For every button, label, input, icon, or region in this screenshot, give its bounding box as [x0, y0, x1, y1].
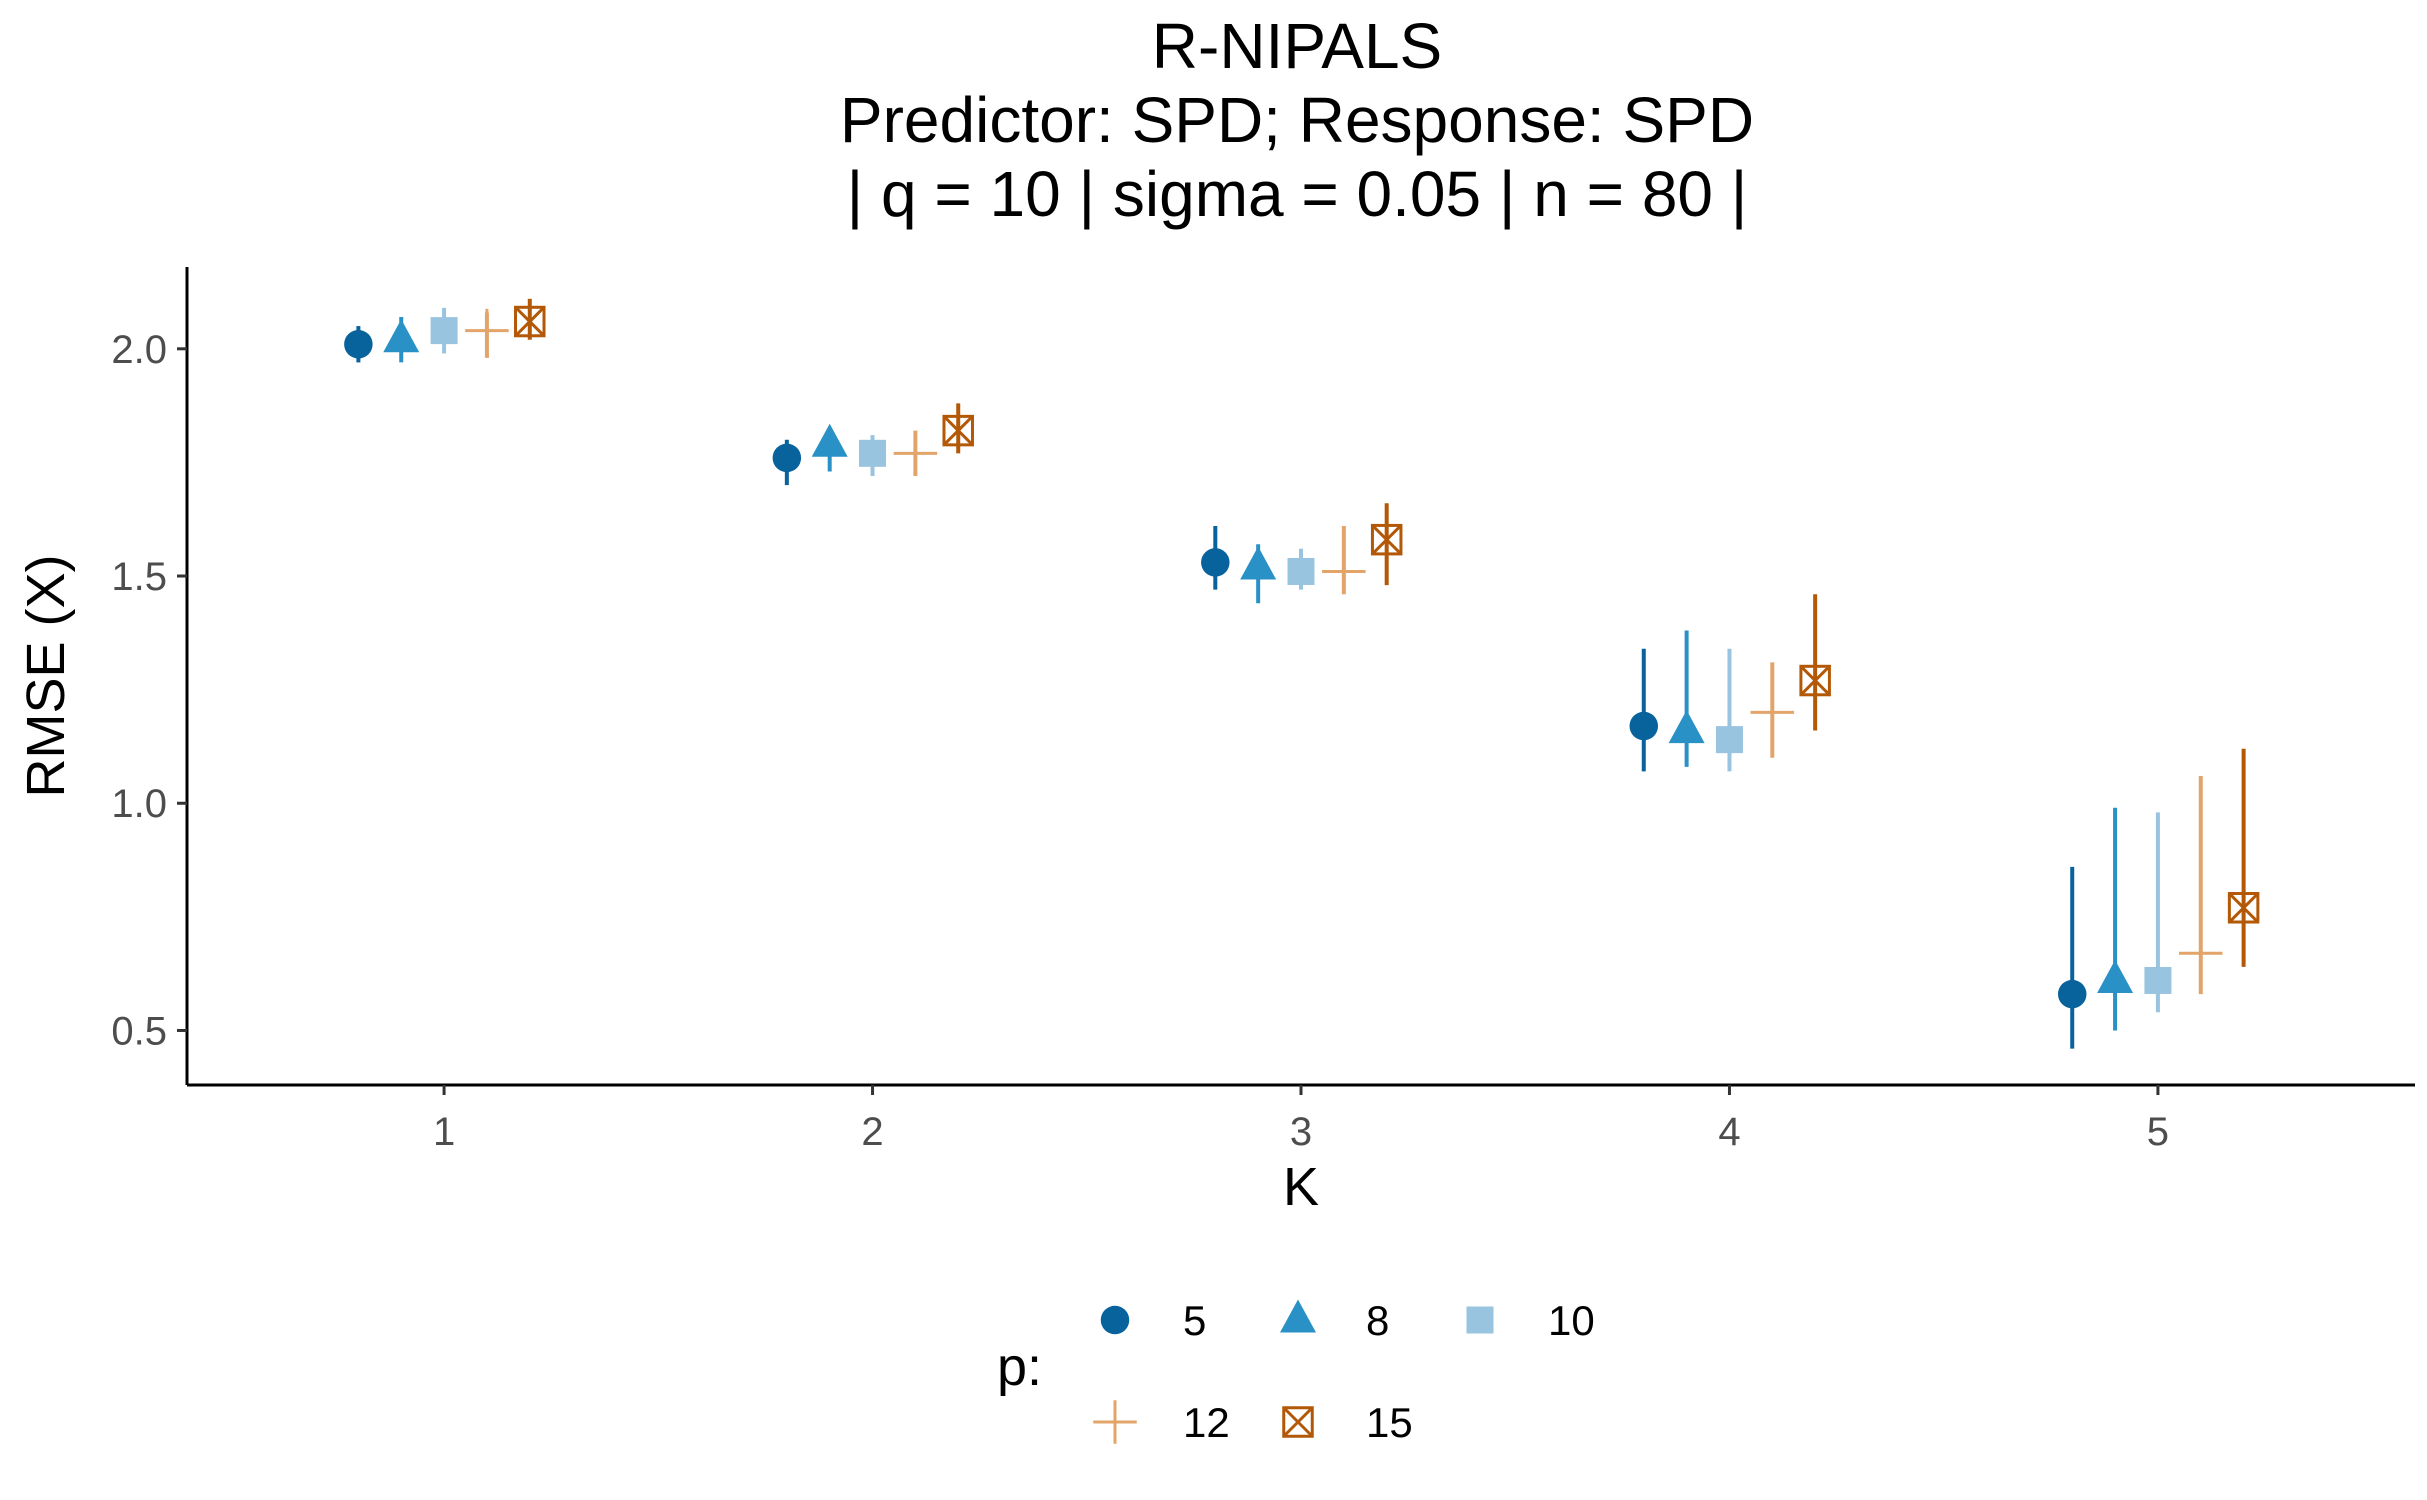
plot-marks [344, 298, 2260, 1049]
legend-label: 15 [1366, 1399, 1413, 1446]
marker-stroke [2228, 892, 2259, 924]
legend-label: 5 [1183, 1297, 1206, 1344]
data-point [811, 423, 848, 457]
title-line: | q = 10 | sigma = 0.05 | n = 80 | [847, 158, 1748, 230]
series-p-5 [344, 326, 2087, 1049]
title-line: Predictor: SPD; Response: SPD [840, 84, 1754, 156]
marker-stroke [1370, 523, 1403, 556]
legend-title: p: [997, 1337, 1042, 1397]
marker-stroke [2227, 892, 2260, 924]
legend-item-15: 15 [1282, 1399, 1413, 1446]
legend-label: 8 [1366, 1297, 1389, 1344]
y-tick-label: 0.5 [111, 1009, 167, 1053]
series-p-10 [430, 307, 2172, 1013]
data-point [1322, 549, 1366, 594]
marker-stroke [942, 414, 974, 447]
x-tick-label: 5 [2147, 1110, 2169, 1154]
data-point [1201, 548, 1230, 577]
x-tick-label: 1 [433, 1110, 455, 1154]
marker-stroke [1799, 664, 1831, 697]
y-axis-ticks: 0.5 1.0 1.5 2.0 [111, 328, 187, 1053]
legend-key [1093, 1400, 1137, 1444]
data-point [514, 305, 546, 338]
data-point [1668, 710, 1705, 744]
data-point [2227, 892, 2260, 924]
data-point [1629, 711, 1659, 741]
data-point [1750, 690, 1795, 735]
data-point [2097, 960, 2134, 994]
data-point [859, 439, 887, 467]
legend-label: 12 [1183, 1399, 1230, 1446]
series-p-15 [514, 298, 2260, 967]
legend-items: 5 8 10 12 15 [1093, 1297, 1595, 1446]
data-point [1715, 726, 1743, 754]
y-tick-label: 1.5 [111, 555, 167, 599]
y-tick-label: 1.0 [111, 782, 167, 826]
data-point [772, 443, 802, 473]
legend-key [1280, 1299, 1316, 1333]
data-point [1240, 546, 1277, 580]
series-p-12 [465, 308, 2223, 995]
legend-item-12: 12 [1093, 1399, 1230, 1446]
data-point [893, 431, 938, 476]
title-line: R-NIPALS [1152, 10, 1442, 82]
y-axis-title: RMSE (X) [16, 555, 76, 798]
legend-item-5: 5 [1100, 1297, 1206, 1344]
data-point [2179, 931, 2223, 975]
x-axis-title: K [1283, 1157, 1319, 1217]
data-point [1287, 557, 1315, 585]
legend-key [1466, 1306, 1494, 1334]
marker-stroke [1799, 665, 1831, 696]
data-point [465, 308, 509, 353]
marker-stroke [1371, 524, 1403, 555]
marker-stroke [942, 415, 974, 446]
x-tick-label: 4 [1718, 1110, 1740, 1154]
data-point [383, 319, 420, 353]
legend: p: 5 8 10 12 15 [997, 1297, 1595, 1446]
legend-item-10: 10 [1466, 1297, 1595, 1344]
data-point [942, 414, 974, 447]
legend-key [1282, 1406, 1314, 1438]
marker-stroke [1282, 1406, 1314, 1438]
data-point [1799, 664, 1831, 697]
x-axis-ticks: 1 2 3 4 5 [433, 1085, 2169, 1154]
y-tick-label: 2.0 [111, 328, 167, 372]
legend-label: 10 [1548, 1297, 1595, 1344]
data-point [2057, 979, 2087, 1009]
legend-key [1100, 1305, 1130, 1335]
data-point [430, 317, 458, 345]
data-point [1370, 523, 1403, 556]
marker-stroke [514, 305, 546, 338]
data-point [344, 330, 373, 359]
series-p-8 [383, 316, 2134, 1031]
x-tick-label: 3 [1290, 1110, 1312, 1154]
marker-stroke [514, 306, 546, 337]
marker-stroke [1282, 1406, 1314, 1438]
x-tick-label: 2 [861, 1110, 883, 1154]
legend-item-8: 8 [1280, 1297, 1389, 1344]
data-point [2144, 966, 2172, 994]
